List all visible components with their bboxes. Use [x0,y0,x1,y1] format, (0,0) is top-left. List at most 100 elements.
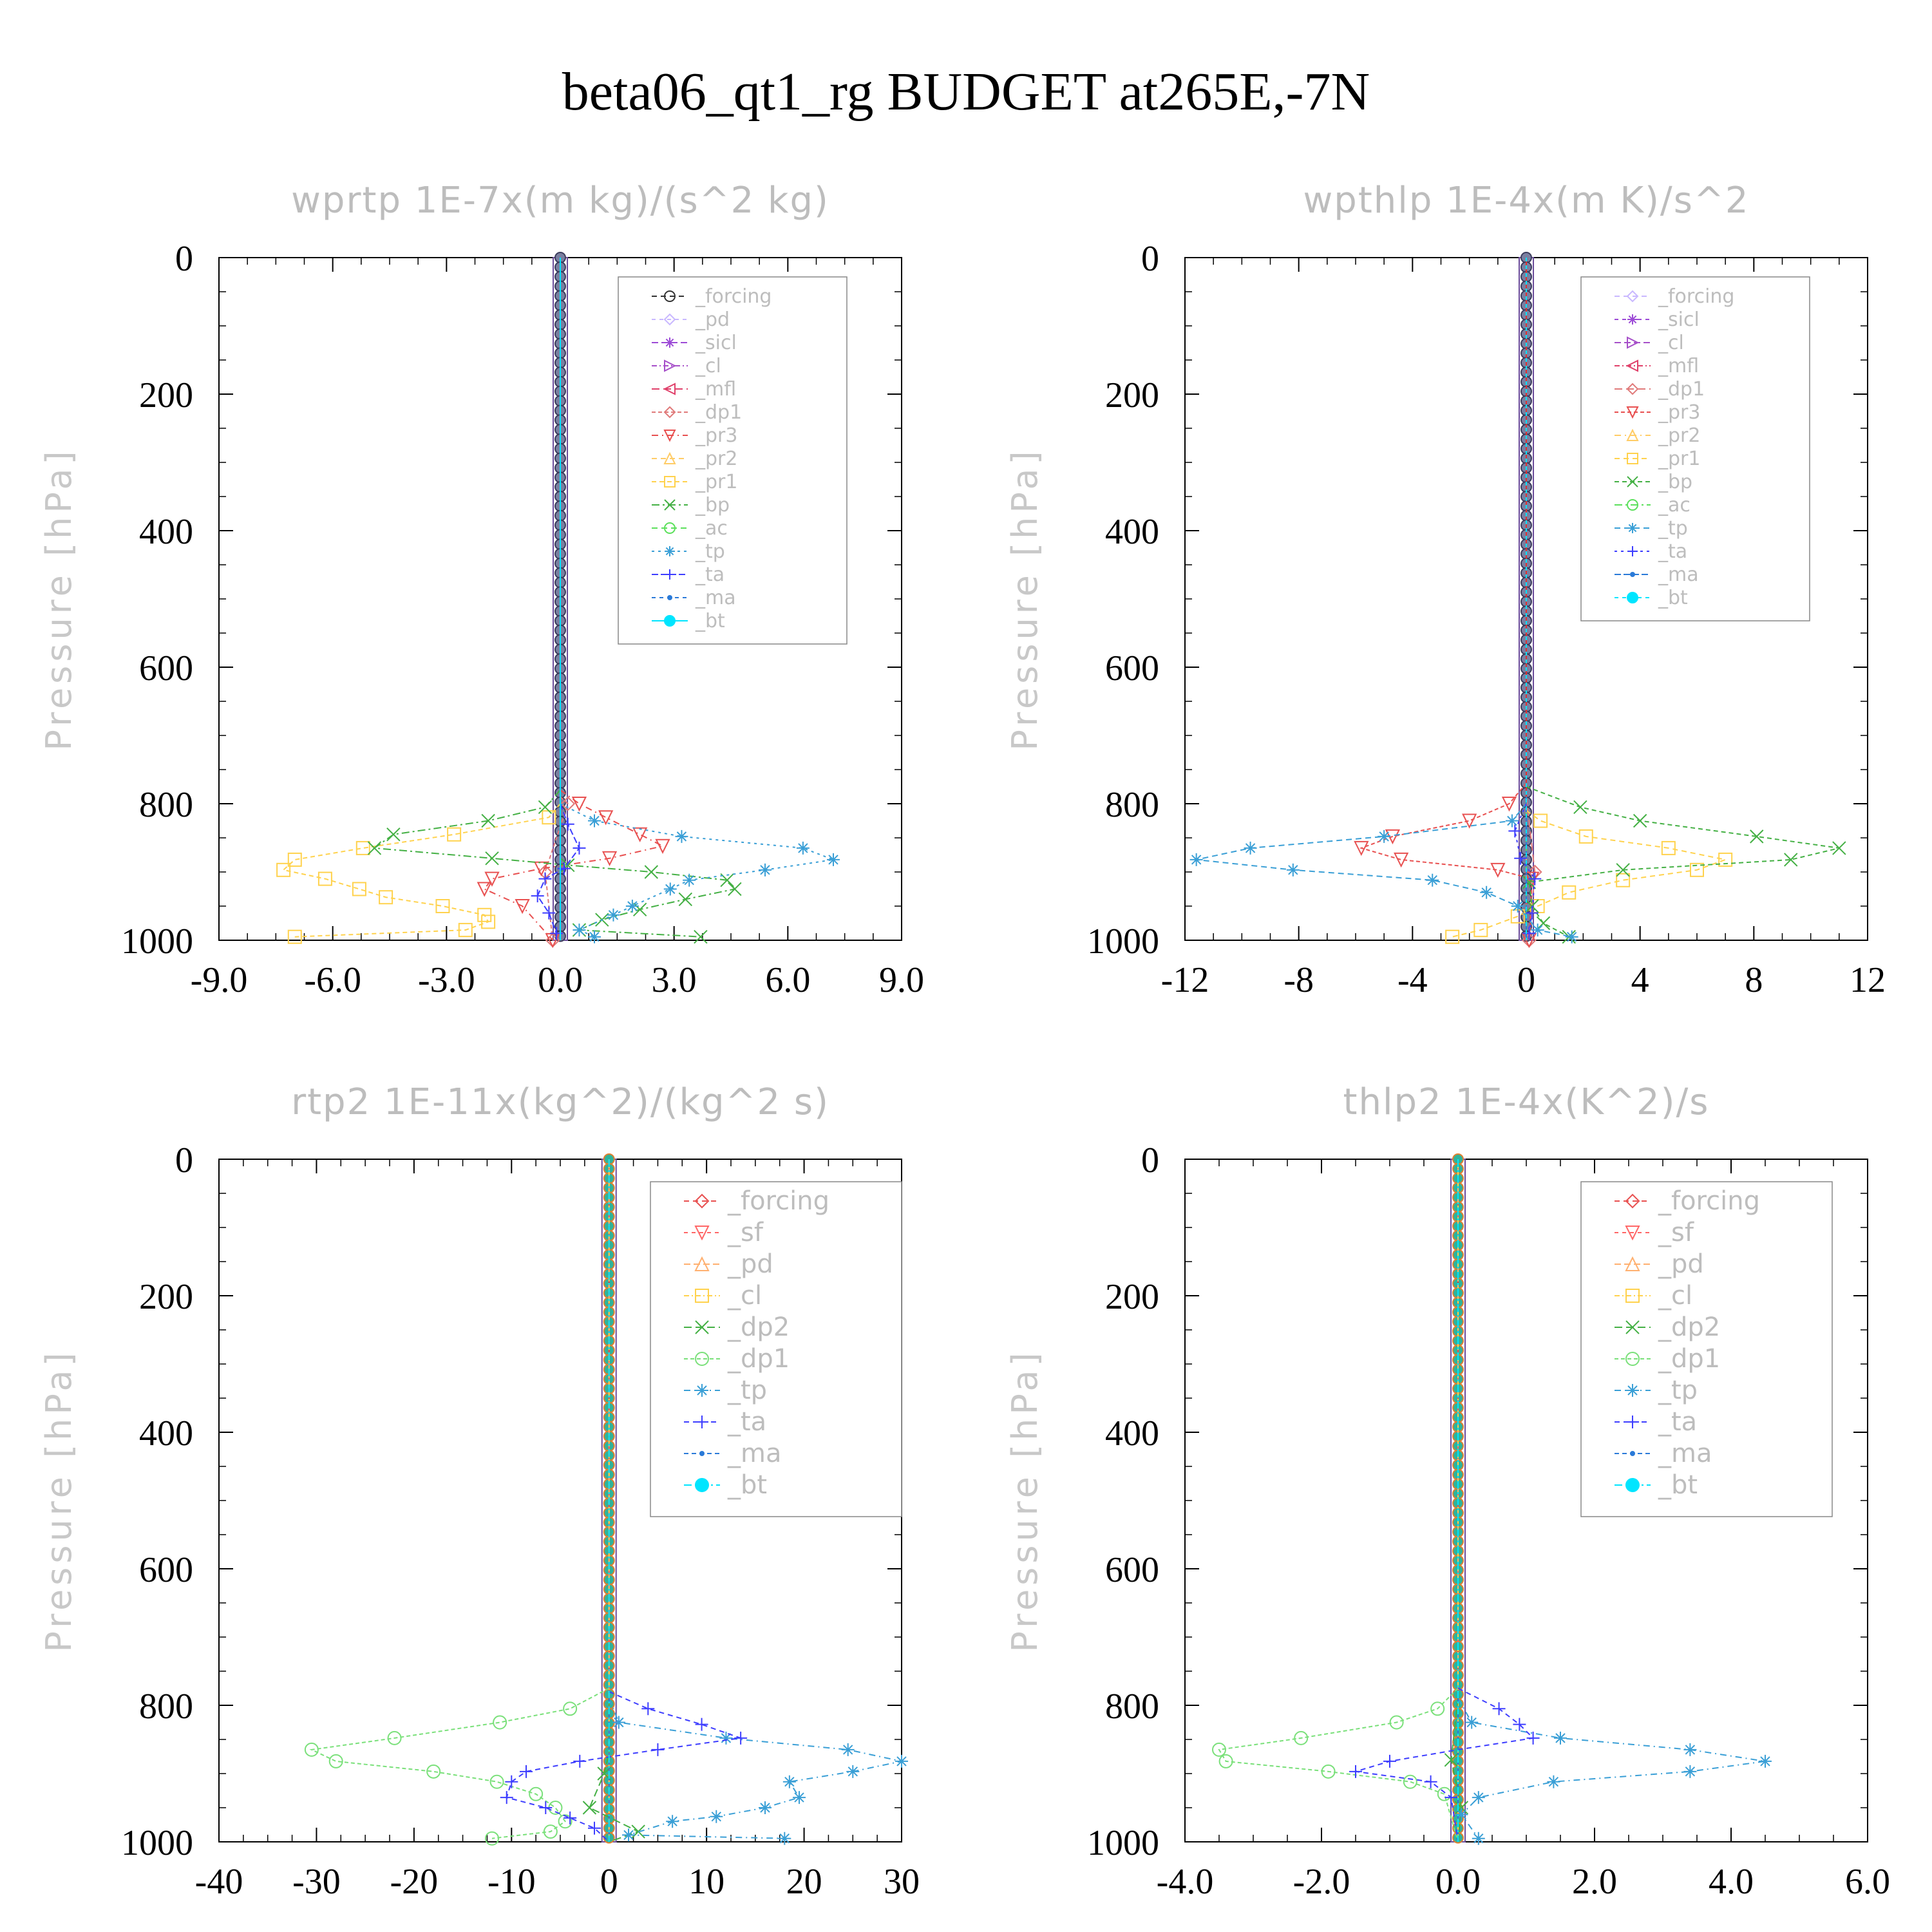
legend-box [1580,276,1810,621]
series_dp1-point [560,796,576,811]
x-tick-label: 2.0 [1572,1862,1617,1902]
x-tick-label: -40 [195,1862,243,1902]
series_pr3-point [533,861,549,876]
series_bp-point [1750,829,1764,844]
legend-marker-point [1627,314,1638,325]
panel-title: thlp2 1E-4x(K^2)/s [1343,1081,1710,1123]
x-tick-label: -30 [292,1862,341,1902]
series_bp-point [367,841,382,855]
y-tick-label: 1000 [121,1823,193,1863]
series_bp-point [485,851,499,866]
series_pr3-point [655,838,670,854]
legend-marker-point [1626,428,1639,441]
legend-label: _forcing [1658,1186,1760,1216]
series_dp1 [1212,1687,1459,1842]
series-line_dp1 [309,1687,610,1839]
panel-3: rtp2 1E-11x(kg^2)/(kg^2 s) Pressure [hPa]… [39,1081,920,1902]
series_pr1-point [1661,840,1676,855]
series_tp-point [1244,841,1257,855]
legend-marker-point [663,430,676,442]
legend-box [1580,1181,1833,1517]
legend-label: _pr1 [695,471,737,493]
series_tp [1189,803,1578,943]
series_bp-point [1784,853,1798,867]
series_tp-point [675,829,688,843]
series_pr1-point [355,840,370,855]
legend-label: _pr2 [1658,424,1700,447]
series_pr1-point [287,929,302,944]
legend-marker-point [1625,1352,1640,1366]
legend-label: _pd [695,308,730,331]
series_tp-point [663,882,677,896]
series_ta-point [542,906,556,920]
series_dp1-point [485,1831,499,1846]
series_dp1-point [563,1701,578,1716]
legend: _forcing_pd_sicl_cl_mfl_dp1_pr3_pr2_pr1_… [618,276,848,645]
series_tp-point [1554,1731,1567,1745]
legend-marker-point [1627,546,1638,556]
series_tp-point [778,1832,791,1845]
series_bp-point [694,929,708,944]
series_pr1-point [317,871,332,886]
series_dp1 [304,1687,610,1846]
x-tick-label: 4.0 [1709,1862,1754,1902]
legend-label: _cl [1658,332,1684,354]
series_ta-point [1525,906,1539,920]
y-tick-label: 800 [1105,1687,1159,1727]
legend-label: _cl [727,1281,762,1311]
legend-label: _pr3 [1658,401,1700,424]
x-tick-label: 12 [1850,960,1886,1000]
legend-label: _sf [1658,1218,1694,1247]
y-tick-label: 0 [1141,239,1159,279]
legend-label: _tp [727,1376,767,1405]
series_pr1-point [1533,813,1548,828]
legend-marker-point [664,522,676,534]
series_tp-point [666,1815,679,1828]
legend-label: _dp1 [695,401,742,424]
series_dp1-point [529,1786,544,1801]
legend-marker-point [695,1320,709,1334]
series_tp-point [683,873,696,887]
series_dp1-point [1294,1730,1309,1745]
series_tp-point [1465,1716,1479,1729]
x-tick-label: 0 [600,1862,618,1902]
y-tick-label: 400 [139,512,193,552]
series_tp [560,803,840,943]
series-line_tp [560,803,836,938]
series_tp-point [1683,1743,1697,1756]
series_tp-point [1759,1754,1772,1768]
series_tp-point [782,1775,796,1788]
legend-label: _pr3 [695,424,737,447]
y-tick-label: 800 [139,785,193,825]
series-line_ta [1355,1687,1535,1842]
series-line_dp1 [544,796,569,941]
y-tick-label: 1000 [1087,922,1159,961]
series_tp-point [1547,1775,1560,1788]
series_ta [531,803,586,940]
series_tp-point [793,1791,806,1804]
legend-label: _sf [727,1218,764,1247]
legend-label: _ta [1658,1407,1697,1437]
legend-box [618,276,848,645]
x-tick-label: -20 [390,1862,439,1902]
legend-marker-point [1626,406,1639,419]
series_pr3-point [601,851,618,867]
legend-marker-point [1625,1289,1640,1303]
series_dp1-point [1218,1754,1233,1768]
y-axis-label: Pressure [hPa] [1005,1349,1045,1652]
legend-marker-point [696,1416,708,1428]
series_tp-point [846,1765,860,1778]
legend-label: _tp [1658,517,1688,540]
series_pr3-point [484,871,500,887]
series_bp-point [538,800,553,815]
x-tick-label: 0.0 [538,960,583,1000]
legend-label: _ma [1658,564,1699,586]
y-tick-label: 600 [139,649,193,688]
series_ta-point [641,1702,655,1716]
legend-marker-point [1627,336,1640,349]
series_bp-point [728,882,742,896]
series_pr1-point [379,890,393,905]
y-tick-label: 600 [1105,1550,1159,1590]
legend-marker-point [1625,359,1638,372]
series_tp-point [588,930,601,943]
